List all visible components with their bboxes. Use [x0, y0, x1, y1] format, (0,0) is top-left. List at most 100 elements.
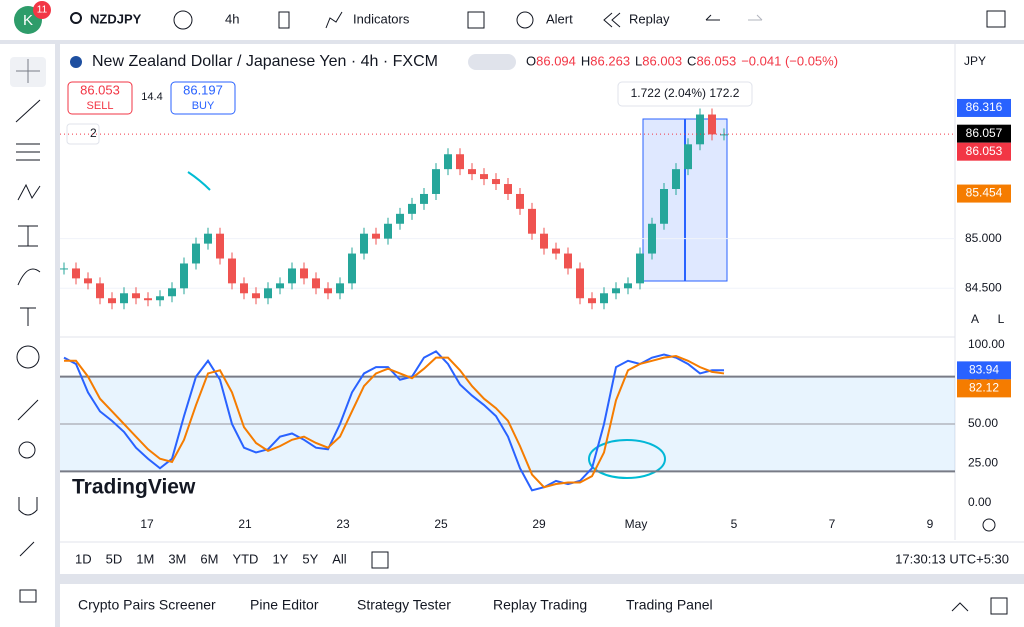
axis-badge [957, 98, 1011, 117]
candle-icon[interactable] [278, 11, 290, 29]
settings[interactable] [982, 518, 996, 532]
ohlc-change: −0.041 (−0.05%) [741, 53, 838, 68]
candle [288, 268, 296, 284]
badge-count: 11 [37, 5, 48, 16]
legend-toggle[interactable] [468, 54, 516, 70]
ohlc-o: 86.094 [536, 53, 576, 68]
measure-tooltip [617, 81, 753, 107]
candle [504, 184, 512, 194]
candle [132, 293, 140, 299]
alert[interactable]: Alert [546, 11, 573, 26]
candle [264, 288, 272, 299]
indicators[interactable]: Indicators [353, 11, 410, 26]
bottom-tab[interactable]: Strategy Tester [357, 597, 451, 613]
sell-button[interactable] [67, 81, 133, 115]
candle [456, 154, 464, 170]
candle [168, 288, 176, 297]
candle [180, 263, 188, 289]
candle [648, 223, 656, 254]
redo[interactable] [748, 14, 763, 21]
candle [576, 268, 584, 299]
bottom-tab[interactable]: Trading Panel [626, 597, 713, 613]
axis-badge-label: 83.94 [969, 363, 999, 377]
range-button[interactable]: 5D [106, 551, 123, 566]
indicators-icon [325, 11, 343, 29]
undo[interactable] [705, 14, 720, 21]
collapse-panel[interactable] [951, 602, 969, 612]
candle [192, 243, 200, 264]
range-button[interactable]: 1Y [272, 551, 288, 566]
chart-panel [60, 44, 1024, 574]
candle [312, 278, 320, 289]
fullscreen[interactable] [986, 10, 1006, 28]
bottom-tab[interactable]: Replay Trading [493, 597, 587, 613]
candle [108, 298, 116, 304]
alert-icon [516, 11, 534, 29]
axis-badge-label: 86.057 [966, 126, 1003, 140]
drawing-stroke [187, 171, 211, 191]
range-button[interactable]: 1M [136, 551, 154, 566]
candle [420, 193, 428, 204]
candle [432, 169, 440, 194]
flag [70, 56, 82, 68]
replay[interactable]: Replay [629, 11, 670, 26]
date-range-icon[interactable] [371, 551, 389, 569]
indicator-count: 2 [90, 126, 97, 140]
x-label: 7 [829, 517, 836, 531]
log-scale[interactable]: L [998, 312, 1005, 326]
symbol[interactable]: NZDJPY [90, 11, 142, 26]
buy-button[interactable] [170, 81, 236, 115]
bottom-tab[interactable]: Pine Editor [250, 597, 319, 613]
axis-badge-label: 82.12 [969, 381, 999, 395]
axis-badge [957, 379, 1011, 398]
candle [336, 283, 344, 294]
x-label: 21 [238, 517, 252, 531]
candle [492, 179, 500, 185]
candle [660, 189, 668, 224]
range-button[interactable]: 6M [200, 551, 218, 566]
candle [300, 268, 308, 279]
collapse[interactable] [66, 123, 100, 145]
range-button[interactable]: 3M [168, 551, 186, 566]
layout-icon[interactable] [467, 11, 485, 29]
range-button[interactable]: YTD [232, 551, 258, 566]
currency[interactable]: JPY [964, 54, 986, 68]
axis-badge [957, 361, 1011, 380]
spread: 14.4 [141, 91, 162, 103]
ohlc-l: 86.003 [642, 53, 682, 68]
candle [96, 283, 104, 299]
maximize-panel[interactable] [990, 597, 1008, 615]
candle [696, 114, 704, 145]
clock: 17:30:13 UTC+5:30 [895, 551, 1009, 566]
candle [708, 114, 716, 135]
osc-tick-label: 100.00 [968, 337, 1005, 351]
price-tick-label: 84.500 [965, 280, 1002, 294]
range-button[interactable]: All [332, 551, 347, 566]
x-label: 23 [336, 517, 350, 531]
candle [684, 144, 692, 170]
ohlc-l-label: L [635, 53, 642, 68]
candle [156, 296, 164, 301]
candle [612, 288, 620, 294]
candle [360, 233, 368, 254]
interval[interactable]: 4h [225, 11, 239, 26]
price-tick-label: 85.000 [965, 231, 1002, 245]
badge [33, 1, 51, 19]
range-button[interactable]: 5Y [302, 551, 318, 566]
candle [396, 213, 404, 224]
candle [552, 248, 560, 254]
sell-price: 86.053 [80, 82, 120, 97]
range-button[interactable]: 1D [75, 551, 92, 566]
buy-price: 86.197 [183, 82, 223, 97]
tool-active[interactable] [10, 57, 46, 87]
candle [348, 253, 356, 284]
axis-badge [957, 142, 1011, 161]
bottom-tab[interactable]: Crypto Pairs Screener [78, 597, 216, 613]
add-icon[interactable] [173, 10, 193, 30]
auto-scale[interactable]: A [971, 312, 979, 326]
replay-icon [603, 12, 621, 28]
ohlc-o-label: O [526, 53, 536, 68]
osc-tick-label: 25.00 [968, 456, 998, 470]
axis-badge-label: 86.053 [966, 144, 1003, 158]
candle [408, 203, 416, 214]
